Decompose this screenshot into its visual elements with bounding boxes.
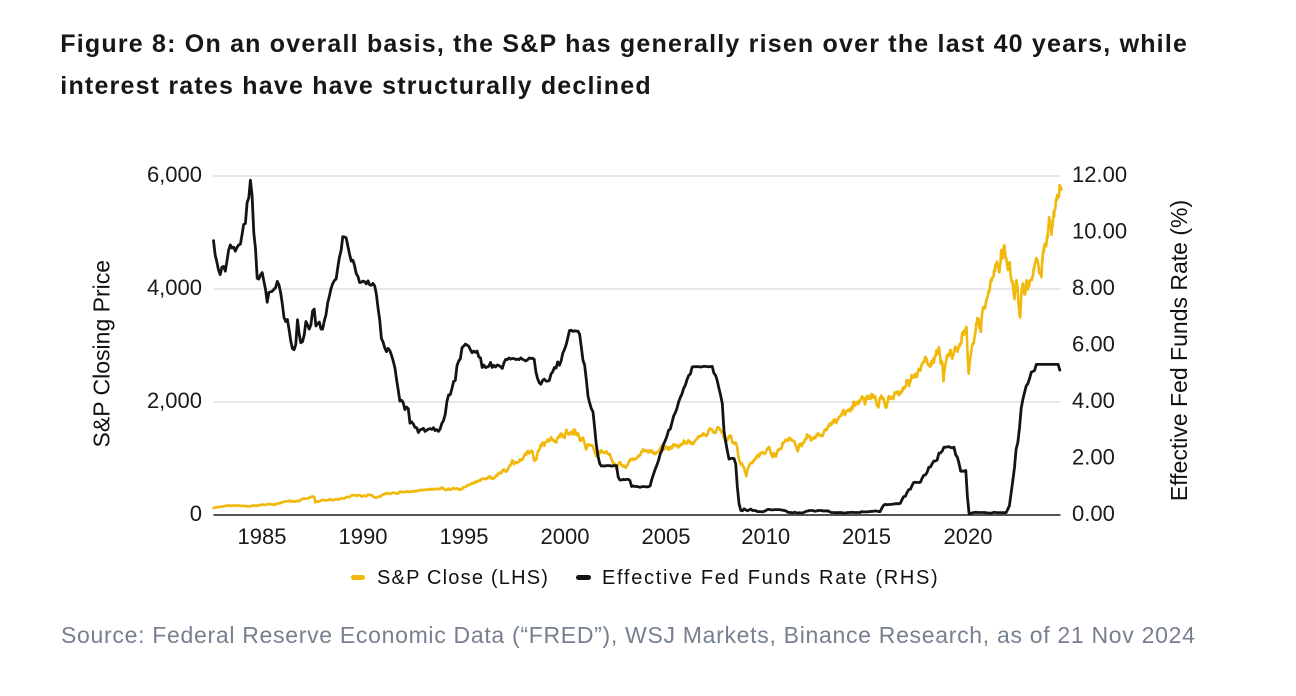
svg-text:2,000: 2,000 — [147, 388, 202, 413]
svg-text:2.00: 2.00 — [1072, 445, 1115, 470]
svg-text:6,000: 6,000 — [147, 162, 202, 187]
svg-text:0: 0 — [190, 501, 202, 526]
svg-text:2015: 2015 — [842, 524, 891, 549]
svg-text:4,000: 4,000 — [147, 275, 202, 300]
svg-text:1995: 1995 — [440, 524, 489, 549]
svg-text:4.00: 4.00 — [1072, 388, 1115, 413]
svg-text:12.00: 12.00 — [1072, 162, 1127, 187]
svg-text:2020: 2020 — [944, 524, 993, 549]
svg-text:8.00: 8.00 — [1072, 275, 1115, 300]
svg-text:S&P Closing Price: S&P Closing Price — [89, 260, 115, 448]
svg-text:6.00: 6.00 — [1072, 332, 1115, 357]
svg-text:0.00: 0.00 — [1072, 501, 1115, 526]
svg-text:1985: 1985 — [238, 524, 287, 549]
svg-text:Effective Fed Funds Rate (%): Effective Fed Funds Rate (%) — [1166, 200, 1192, 501]
svg-text:2010: 2010 — [741, 524, 790, 549]
svg-text:2005: 2005 — [642, 524, 691, 549]
svg-text:1990: 1990 — [339, 524, 388, 549]
svg-text:2000: 2000 — [541, 524, 590, 549]
svg-text:10.00: 10.00 — [1072, 219, 1127, 244]
